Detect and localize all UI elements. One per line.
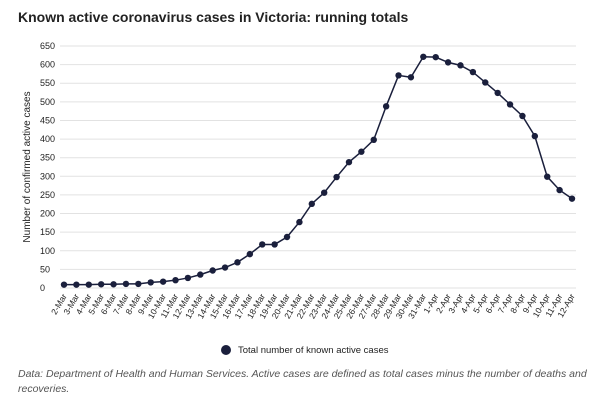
chart-title: Known active coronavirus cases in Victor… — [18, 9, 408, 25]
data-point — [568, 195, 576, 202]
data-point — [444, 59, 452, 66]
y-tick-label: 500 — [40, 97, 55, 107]
data-point — [308, 200, 316, 208]
data-point — [73, 281, 80, 288]
data-point — [420, 53, 427, 60]
data-point — [147, 279, 154, 286]
data-point — [469, 68, 477, 76]
y-tick-label: 350 — [40, 153, 55, 163]
y-tick-label: 400 — [40, 134, 55, 144]
data-point — [395, 72, 402, 79]
data-point — [184, 274, 192, 282]
data-point — [358, 148, 365, 155]
data-point — [432, 53, 439, 61]
y-tick-label: 100 — [40, 246, 55, 256]
data-point — [494, 89, 501, 97]
data-point — [506, 101, 514, 108]
data-point — [531, 132, 539, 140]
data-point — [370, 136, 377, 144]
data-point — [60, 281, 68, 288]
data-point — [382, 103, 390, 110]
data-point — [296, 218, 303, 226]
data-point — [246, 250, 254, 258]
y-tick-label: 150 — [40, 227, 55, 237]
y-tick-label: 200 — [40, 209, 55, 219]
y-tick-label: 250 — [40, 190, 55, 200]
data-point — [135, 280, 142, 288]
y-tick-label: 300 — [40, 171, 55, 181]
legend-marker — [221, 345, 231, 355]
y-tick-label: 0 — [40, 283, 45, 293]
data-point — [333, 173, 340, 181]
data-point — [85, 281, 92, 288]
data-point — [457, 62, 464, 69]
data-point — [556, 186, 563, 194]
data-point — [407, 74, 415, 81]
data-point — [544, 173, 551, 180]
y-tick-label: 600 — [40, 60, 55, 70]
data-point — [159, 278, 167, 285]
data-point — [197, 271, 204, 278]
data-point — [259, 241, 266, 248]
data-point — [122, 280, 130, 288]
data-point — [283, 233, 291, 241]
data-point — [209, 267, 216, 274]
y-tick-label: 450 — [40, 115, 55, 125]
footnote: Data: Department of Health and Human Ser… — [18, 368, 587, 395]
data-point — [345, 158, 353, 166]
y-axis-label: Number of confirmed active cases — [22, 91, 33, 242]
data-point — [519, 112, 526, 120]
data-point — [110, 281, 117, 288]
y-tick-label: 650 — [40, 41, 55, 51]
data-point — [234, 259, 241, 266]
y-tick-label: 550 — [40, 78, 55, 88]
data-point — [482, 79, 489, 86]
data-point — [320, 189, 328, 196]
data-point — [97, 281, 105, 288]
y-tick-label: 50 — [40, 264, 50, 274]
data-point — [271, 241, 278, 248]
data-point — [172, 276, 179, 284]
data-point — [221, 264, 229, 271]
legend-label: Total number of known active cases — [238, 345, 389, 356]
